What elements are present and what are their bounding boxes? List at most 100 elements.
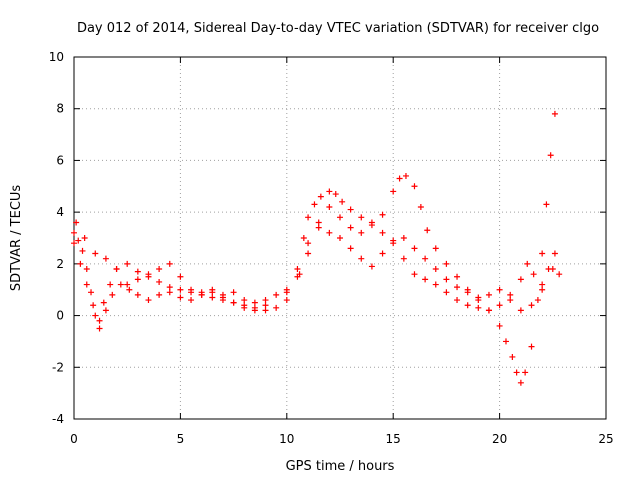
data-point: [134, 291, 141, 298]
data-point: [390, 237, 397, 244]
data-point: [75, 237, 82, 244]
data-point: [517, 276, 524, 283]
data-point: [177, 273, 184, 280]
data-point: [411, 245, 418, 252]
data-points: [71, 110, 563, 386]
chart-title: Day 012 of 2014, Sidereal Day-to-day VTE…: [77, 21, 599, 36]
data-point: [379, 250, 386, 257]
data-point: [109, 291, 116, 298]
data-point: [145, 297, 152, 304]
data-point: [188, 297, 195, 304]
data-point: [300, 235, 307, 241]
data-point: [156, 291, 163, 298]
data-point: [296, 271, 303, 278]
data-point: [305, 214, 312, 221]
plot-frame: [73, 56, 607, 420]
data-point: [443, 289, 450, 296]
data-point: [424, 227, 431, 234]
data-point: [315, 224, 322, 231]
data-point: [513, 369, 520, 376]
data-point: [273, 304, 280, 311]
data-point: [551, 110, 558, 117]
data-point: [92, 250, 99, 257]
y-tick-label: 6: [56, 153, 64, 167]
data-point: [177, 286, 184, 293]
data-point: [92, 312, 99, 319]
data-point: [273, 291, 280, 298]
data-point: [83, 281, 90, 288]
data-series: [71, 110, 558, 386]
data-point: [124, 281, 131, 288]
data-point: [475, 294, 482, 301]
data-point: [100, 299, 107, 306]
x-tick-label: 5: [177, 432, 185, 446]
data-point: [517, 307, 524, 314]
axis-ticks: [73, 56, 607, 420]
y-tick-label: 2: [56, 257, 64, 271]
data-point: [209, 286, 216, 293]
data-point: [454, 297, 461, 304]
data-point: [88, 289, 95, 296]
data-point: [177, 294, 184, 301]
data-point: [402, 172, 409, 179]
x-tick-label: 20: [492, 432, 507, 446]
data-point: [90, 302, 97, 309]
data-point: [524, 260, 531, 267]
data-point: [117, 281, 124, 288]
data-point: [502, 338, 509, 345]
data-point: [475, 304, 482, 311]
y-tick-labels: -4 -2 0 2 4 6 8 10: [49, 50, 64, 426]
y-tick-label: -4: [52, 412, 64, 426]
data-point: [368, 222, 375, 229]
data-point: [96, 317, 103, 324]
data-point: [534, 297, 541, 304]
data-point: [156, 266, 163, 273]
data-point: [347, 206, 354, 213]
data-point: [251, 307, 258, 314]
data-point: [134, 268, 141, 275]
data-point: [134, 276, 141, 283]
data-point: [326, 203, 333, 210]
data-point: [507, 291, 514, 298]
data-point: [283, 297, 290, 304]
data-point: [347, 224, 354, 231]
data-point: [400, 255, 407, 262]
data-point: [262, 297, 269, 304]
data-point: [96, 325, 103, 332]
data-point: [337, 235, 343, 241]
y-tick-label: 10: [49, 50, 64, 64]
data-point: [332, 191, 339, 198]
x-tick-label: 0: [70, 432, 78, 446]
data-point: [485, 291, 492, 298]
data-point: [556, 271, 563, 278]
data-point: [390, 188, 397, 195]
data-point: [126, 286, 133, 293]
data-point: [545, 266, 552, 273]
data-point: [262, 307, 269, 314]
data-point: [417, 203, 424, 210]
data-point: [326, 188, 333, 195]
data-point: [311, 201, 318, 208]
data-point: [368, 263, 375, 270]
data-point: [230, 289, 237, 296]
data-point: [443, 276, 450, 283]
data-point: [124, 260, 131, 267]
x-tick-label: 10: [279, 432, 294, 446]
data-point: [305, 240, 312, 247]
x-tick-labels: 0 5 10 15 20 25: [70, 432, 613, 446]
data-point: [241, 304, 248, 311]
data-point: [432, 266, 439, 273]
data-point: [432, 281, 439, 288]
data-point: [77, 260, 84, 267]
data-point: [358, 229, 365, 236]
data-point: [528, 343, 535, 350]
data-point: [198, 289, 205, 296]
data-point: [379, 211, 386, 218]
data-point: [166, 289, 173, 296]
data-point: [251, 299, 258, 306]
y-tick-label: 4: [56, 205, 64, 219]
data-point: [496, 322, 503, 329]
data-point: [113, 266, 120, 273]
data-point: [188, 286, 195, 293]
